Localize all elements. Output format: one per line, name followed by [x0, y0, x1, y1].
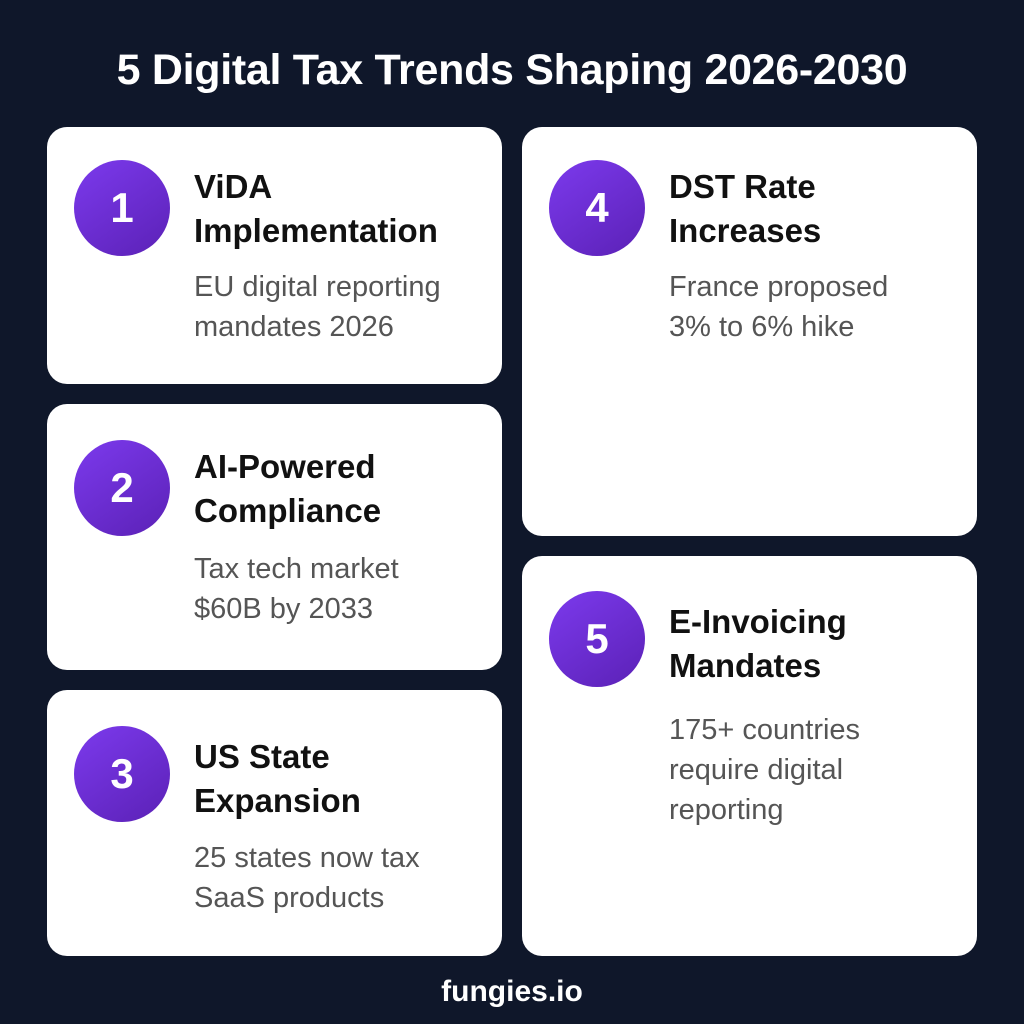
trend-card-e-invoicing: 5 E-Invoicing Mandates 175+ countries re… [522, 556, 977, 956]
trend-description: EU digital reporting mandates 2026 [194, 271, 441, 343]
trend-number-badge: 1 [74, 160, 170, 256]
trend-card-vida: 1 ViDA Implementation EU digital reporti… [47, 127, 502, 384]
trend-card-dst-rate: 4 DST Rate Increases France proposed 3% … [522, 127, 977, 536]
footer-brand: fungies.io [441, 975, 583, 1008]
page-title: 5 Digital Tax Trends Shaping 2026-2030 [116, 46, 908, 94]
trend-title: DST Rate Increases [669, 168, 822, 249]
trend-number-badge: 3 [74, 726, 170, 822]
trend-description: 25 states now tax SaaS products [194, 842, 420, 914]
trend-description: 175+ countries require digital reporting [669, 714, 861, 826]
trend-number-badge: 4 [549, 160, 645, 256]
trend-title: AI-Powered Compliance [194, 448, 382, 529]
trend-description: France proposed 3% to 6% hike [669, 271, 889, 343]
trend-number-badge: 5 [549, 591, 645, 687]
trend-card-ai-compliance: 2 AI-Powered Compliance Tax tech market … [47, 404, 502, 670]
trend-title: US State Expansion [194, 738, 361, 819]
trend-number-badge: 2 [74, 440, 170, 536]
trend-description: Tax tech market $60B by 2033 [194, 553, 399, 625]
trend-card-us-state: 3 US State Expansion 25 states now tax S… [47, 690, 502, 956]
trend-title: ViDA Implementation [194, 168, 438, 249]
trend-title: E-Invoicing Mandates [669, 603, 847, 684]
